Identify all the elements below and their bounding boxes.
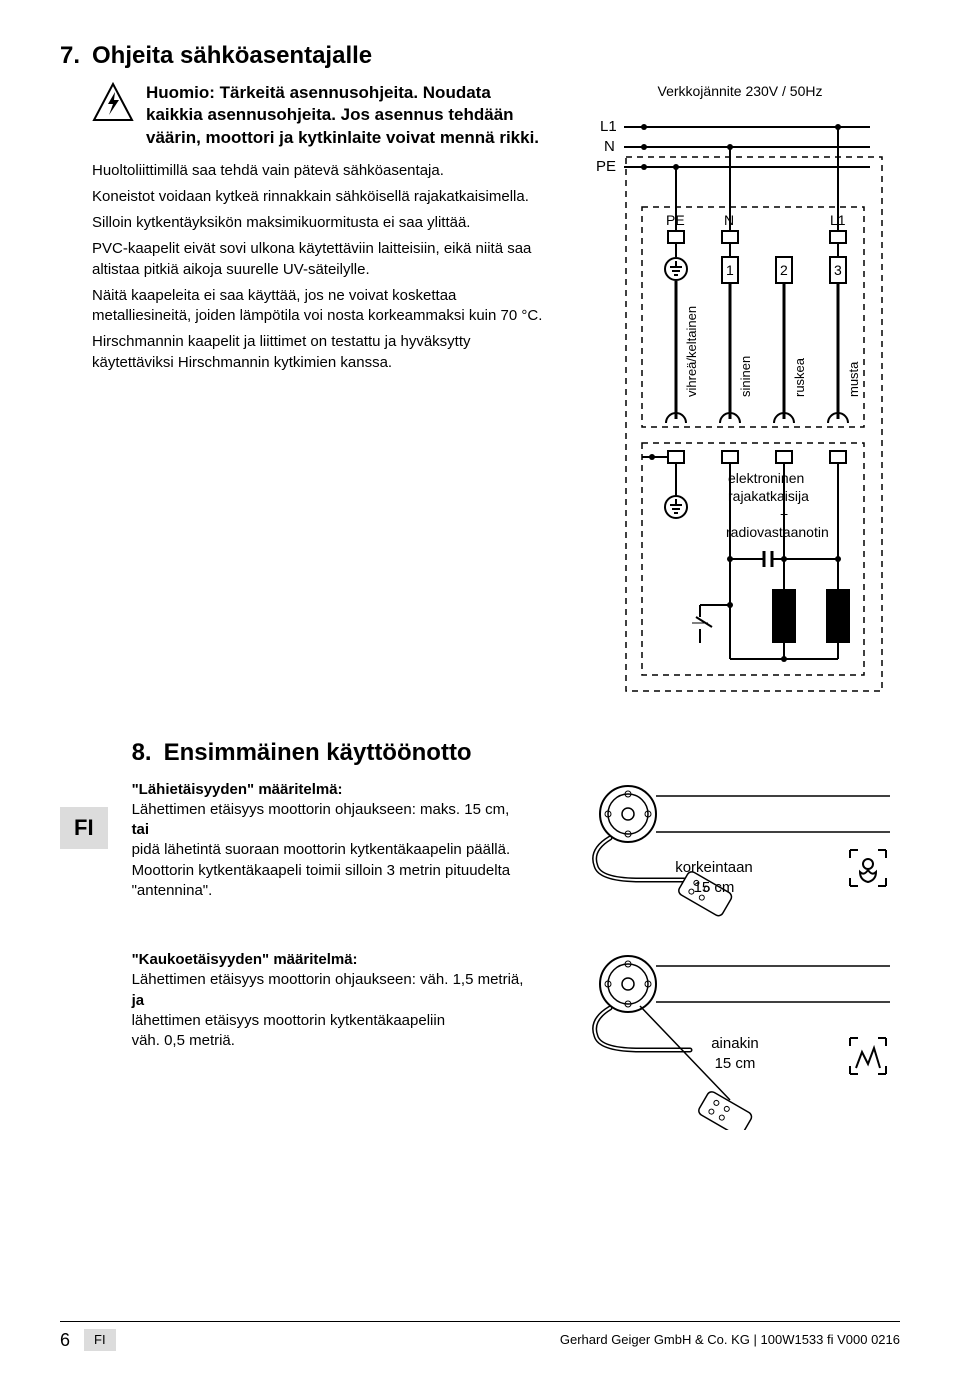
section-8-number: 8. [132,737,164,769]
near-p2: pidä lähetintä suoraan moottorin kytkent… [132,840,560,901]
footer-lang: FI [84,1329,116,1351]
section-8-heading: Ensimmäinen käyttöönotto [164,739,472,766]
wire-3: musta [846,361,861,397]
language-tag: FI [60,807,108,849]
section-7-number: 7. [60,40,92,72]
num-1: 1 [726,262,734,278]
far-dist-l1: ainakin [680,1034,790,1054]
far-heading: "Kaukoetäisyyden" määritelmä: [132,950,560,970]
near-tai: tai [132,820,560,840]
mains-n: N [604,138,615,155]
far-p1: Lähettimen etäisyys moottorin ohjaukseen… [132,970,560,990]
section7-p1: Huoltoliittimillä saa tehdä vain pätevä … [60,161,550,181]
far-ja: ja [132,991,560,1011]
page-footer: 6 FI Gerhard Geiger GmbH & Co. KG | 100W… [60,1321,900,1352]
page-number: 6 [60,1328,70,1352]
near-p1: Lähettimen etäisyys moottorin ohjaukseen… [132,800,560,820]
section-7-heading: Ohjeita sähköasentajalle [92,42,372,69]
section7-p2: Koneistot voidaan kytkeä rinnakkain sähk… [60,187,550,207]
recv-l4: radiovastaanotin [726,524,829,540]
term-pe: PE [666,212,685,228]
term-l1: L1 [830,212,846,228]
wire-2: ruskea [792,357,807,397]
far-p3: väh. 0,5 metriä. [132,1031,560,1051]
section7-p3: Silloin kytkentäyksikön maksimikuormitus… [60,213,550,233]
section7-p4: PVC-kaapelit eivät sovi ulkona käytettäv… [60,239,550,280]
near-heading: "Lähietäisyyden" määritelmä: [132,780,560,800]
recv-l1: elektroninen [728,470,804,486]
num-2: 2 [780,262,788,278]
section-7-title: 7.Ohjeita sähköasentajalle [60,40,900,72]
section7-p5: Näitä kaapeleita ei saa käyttää, jos ne … [60,286,550,327]
wire-0: vihreä/keltainen [684,306,699,397]
recv-l2: rajakatkaisija [728,488,809,504]
term-n: N [724,212,734,228]
electrical-warning-icon [92,82,134,148]
near-dist-l1: korkeintaan [654,858,774,878]
wiring-diagram-title: Verkkojännite 230V / 50Hz [580,82,900,101]
footer-company: Gerhard Geiger GmbH & Co. KG | 100W1533 … [560,1331,900,1349]
num-3: 3 [834,262,842,278]
wiring-diagram: L1 N PE [580,107,900,697]
warning-text: Huomio: Tärkeitä asennusohjeita. Noudata… [146,82,550,148]
mains-l1: L1 [600,118,617,135]
section-8-title: 8.Ensimmäinen käyttöönotto [132,737,900,769]
wire-1: sininen [738,356,753,397]
near-dist-l2: 15 cm [654,878,774,898]
section7-p6: Hirschmannin kaapelit ja liittimet on te… [60,332,550,373]
far-p2: lähettimen etäisyys moottorin kytkentäka… [132,1011,560,1031]
far-dist-l2: 15 cm [680,1054,790,1074]
near-distance-diagram [580,780,900,920]
mains-pe: PE [596,158,616,175]
